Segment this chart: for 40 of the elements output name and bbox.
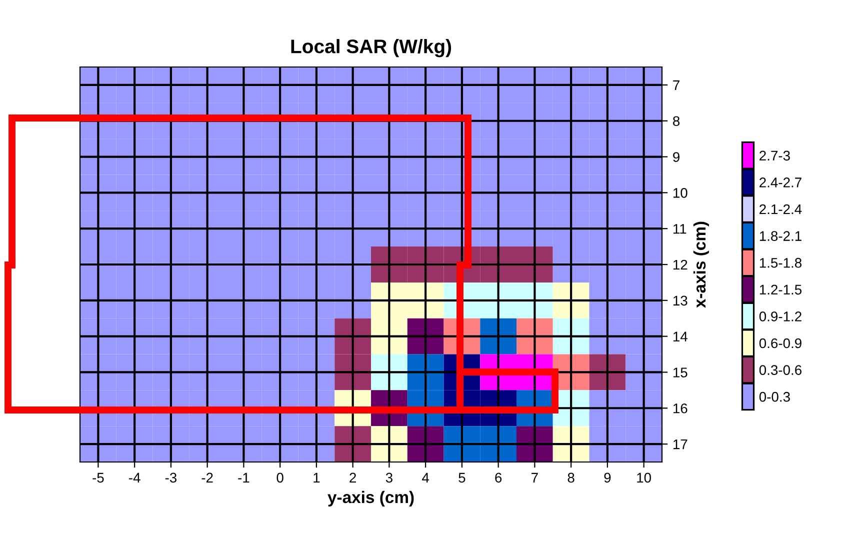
- color-bar-label: 2.7-3: [760, 150, 790, 161]
- y-tick-label: 9: [673, 152, 680, 162]
- y-tick-label: 16: [673, 403, 688, 414]
- color-bar-label: 0.9-1.2: [759, 312, 802, 322]
- x-axis-title: y-axis (cm): [328, 490, 414, 506]
- x-tick-label: 0: [276, 472, 284, 483]
- y-tick-label: 8: [673, 116, 680, 126]
- y-tick-label: 17: [673, 440, 688, 450]
- x-tick-label: 3: [386, 472, 392, 483]
- chart-title: Local SAR (W/kg): [291, 39, 452, 58]
- y-tick-label: 15: [673, 368, 688, 378]
- x-tick-label: -4: [129, 472, 140, 482]
- y-axis-title: x-axis (cm): [693, 222, 709, 308]
- x-tick-label: 5: [458, 472, 466, 483]
- x-tick-label: 1: [314, 472, 320, 482]
- y-tick-label: 12: [673, 260, 688, 270]
- x-tick-label: 10: [637, 472, 651, 483]
- x-tick-label: 8: [568, 472, 574, 483]
- y-tick-label: 13: [673, 296, 688, 306]
- color-bar-label: 1.5-1.8: [760, 258, 802, 268]
- color-bar-label: 0.3-0.6: [759, 365, 802, 375]
- x-tick-label: -1: [238, 472, 250, 482]
- y-tick-label: 10: [673, 188, 688, 198]
- x-tick-label: 4: [422, 472, 430, 482]
- x-tick-label: 7: [532, 472, 538, 482]
- color-bar-label: 1.2-1.5: [760, 284, 802, 295]
- y-tick-label: 14: [673, 332, 688, 342]
- color-bar-label: 2.1-2.4: [760, 204, 802, 214]
- color-bar-label: 2.4-2.7: [760, 178, 802, 188]
- x-tick-label: 2: [350, 472, 356, 482]
- x-tick-label: -3: [165, 472, 176, 483]
- color-bar-label: 0-0.3: [759, 392, 790, 402]
- color-bar-label: 0.6-0.9: [759, 338, 802, 348]
- x-tick-label: 6: [495, 472, 502, 483]
- y-tick-label: 7: [673, 80, 680, 90]
- x-tick-label: 9: [604, 472, 611, 483]
- color-bar-label: 1.8-2.1: [760, 231, 802, 241]
- x-tick-label: -5: [92, 472, 104, 483]
- x-tick-label: -2: [202, 472, 213, 482]
- y-tick-label: 11: [673, 224, 686, 234]
